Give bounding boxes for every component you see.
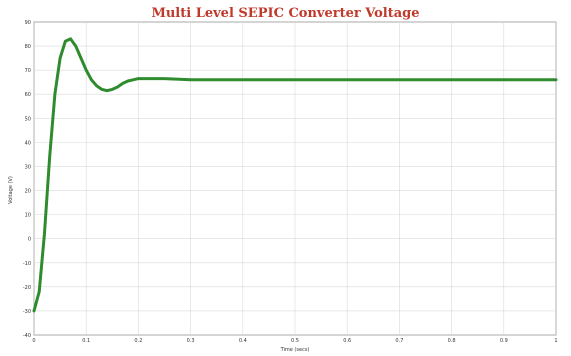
- y-tick-label: -10: [23, 261, 31, 267]
- y-tick-label: 70: [25, 68, 31, 74]
- x-tick-label: 0.7: [395, 338, 403, 344]
- x-tick-label: 0.8: [448, 338, 456, 344]
- y-tick-label: 20: [25, 189, 31, 195]
- y-tick-label: -20: [23, 285, 31, 291]
- y-tick-label: 50: [25, 116, 31, 122]
- y-axis-label: Voltage (V): [8, 176, 14, 204]
- y-tick-label: 80: [25, 44, 31, 50]
- voltage-series-line: [32, 37, 558, 313]
- y-tick-label: 0: [28, 237, 31, 243]
- y-tick-label: 40: [25, 140, 31, 146]
- x-tick-label: 0.5: [291, 338, 299, 344]
- y-tick-label: 60: [25, 92, 31, 98]
- x-tick-label: 1: [554, 338, 557, 344]
- x-tick-label: 0: [32, 338, 35, 344]
- x-tick-label: 0.3: [187, 338, 195, 344]
- y-tick-label: 90: [25, 20, 31, 26]
- x-tick-label: 0.2: [134, 338, 142, 344]
- grid-lines: [33, 21, 557, 336]
- x-axis-label: Time (secs): [280, 347, 310, 353]
- x-tick-label: 0.9: [500, 338, 508, 344]
- x-tick-label: 0.4: [239, 338, 247, 344]
- y-tick-label: -40: [23, 333, 31, 339]
- tick-labels: 0 0.1 0.2 0.3 0.4 0.5 0.6 0.7 0.8 0.9 1 -40 -30 -20 -1…: [23, 20, 558, 344]
- x-tick-label: 0.6: [343, 338, 351, 344]
- x-tick-label: 0.1: [82, 338, 90, 344]
- y-tick-label: 10: [25, 213, 31, 219]
- y-tick-label: -30: [23, 309, 31, 315]
- y-tick-label: 30: [25, 164, 31, 170]
- chart-title: Multi Level SEPIC Converter Voltage: [151, 6, 420, 21]
